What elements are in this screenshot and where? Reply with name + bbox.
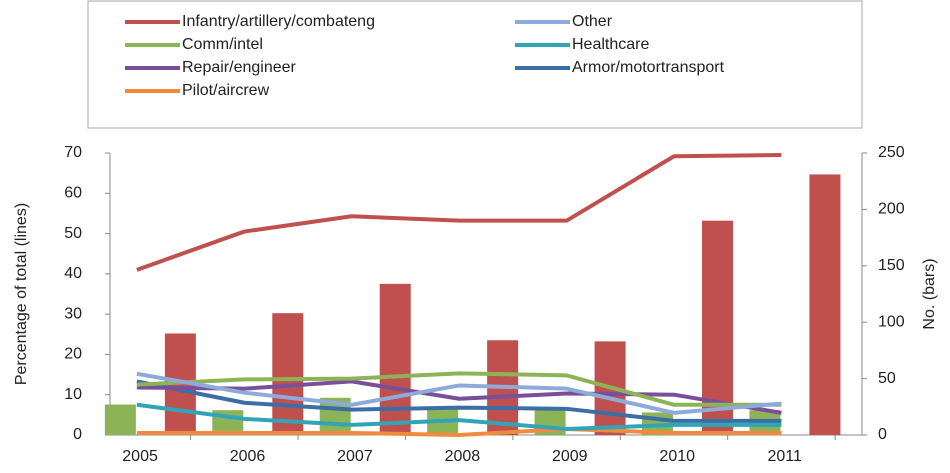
line (136, 402, 782, 431)
y-tick-label: 20 (64, 346, 82, 363)
y-tick-label: 10 (64, 386, 82, 403)
legend-box (87, 0, 863, 129)
bar (104, 404, 136, 435)
line (136, 379, 782, 423)
legend-label: Armor/motortransport (572, 59, 725, 76)
legend-label: Repair/engineer (182, 59, 297, 76)
bar (809, 174, 841, 435)
y-tick-label: 60 (64, 185, 82, 202)
line (136, 426, 782, 437)
line (136, 379, 782, 415)
y2-tick-label: 50 (878, 370, 896, 387)
x-tick-label: 2006 (230, 448, 266, 465)
legend-label: Infantry/artillery/combateng (182, 13, 375, 30)
y-tick-label: 30 (64, 305, 82, 322)
y2-tick-label: 150 (878, 257, 905, 274)
y2-tick-label: 250 (878, 144, 905, 161)
y2-tick-label: 100 (878, 313, 905, 330)
legend-label: Healthcare (572, 36, 649, 53)
y-tick-label: 50 (64, 225, 82, 242)
line (136, 371, 782, 407)
legend-label: Pilot/aircrew (182, 82, 270, 99)
bar (272, 313, 304, 435)
line (136, 371, 782, 415)
x-tick-label: 2010 (659, 448, 695, 465)
y-tick-label: 40 (64, 265, 82, 282)
y-tick-label: 70 (64, 144, 82, 161)
x-tick-label: 2008 (445, 448, 481, 465)
x-tick-label: 2005 (122, 448, 158, 465)
legend-label: Comm/intel (182, 36, 263, 53)
x-tick-label: 2009 (552, 448, 588, 465)
x-tick-label: 2007 (337, 448, 373, 465)
y2-axis-title: No. (bars) (921, 258, 938, 329)
y2-tick-label: 200 (878, 201, 905, 218)
bar (379, 283, 411, 435)
y-axis-title: Percentage of total (lines) (13, 203, 30, 385)
y-tick-label: 0 (73, 426, 82, 443)
y2-tick-label: 0 (878, 426, 887, 443)
x-tick-label: 2011 (767, 448, 802, 465)
legend-label: Other (572, 13, 613, 30)
line (136, 153, 782, 272)
